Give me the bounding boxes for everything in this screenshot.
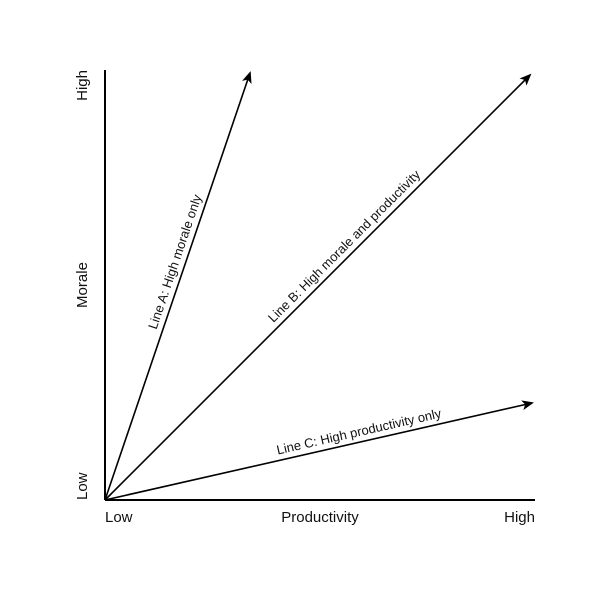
- y-axis-low-label: Low: [74, 472, 91, 500]
- y-axis-high-label: High: [74, 70, 91, 101]
- line-c: [105, 403, 532, 500]
- diagram-svg: Line A: High morale only Line B: High mor…: [0, 0, 614, 602]
- x-axis-high-label: High: [504, 509, 535, 526]
- line-c-label: Line C: High productivity only: [275, 405, 443, 457]
- morale-productivity-diagram: Line A: High morale only Line B: High mor…: [0, 0, 614, 602]
- line-a: [105, 73, 250, 500]
- line-b-label: Line B: High morale and productivity: [265, 167, 424, 326]
- x-axis-title: Productivity: [281, 509, 359, 526]
- x-axis-low-label: Low: [105, 509, 133, 526]
- y-axis-title: Morale: [74, 262, 91, 308]
- line-a-label: Line A: High morale only: [145, 192, 205, 331]
- lines-group: Line A: High morale only Line B: High mor…: [105, 73, 532, 500]
